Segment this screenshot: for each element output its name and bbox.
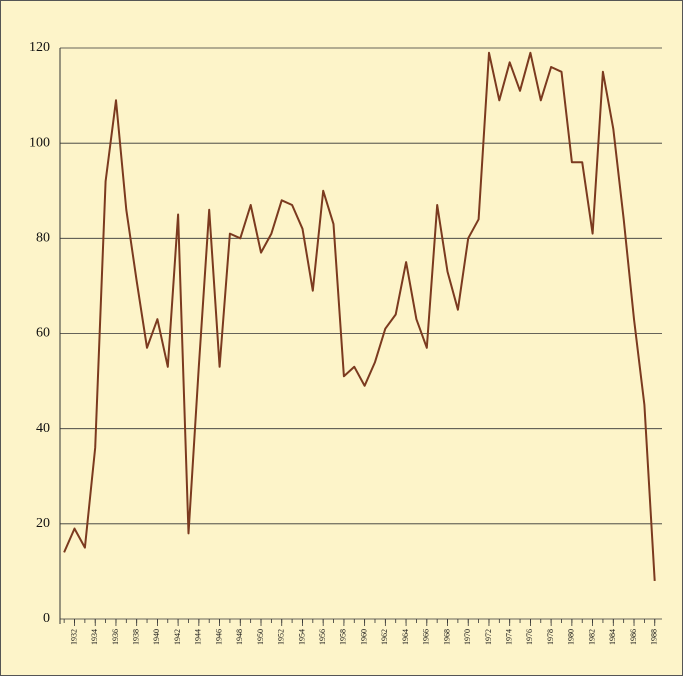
x-tick-label: 1986 bbox=[629, 629, 638, 645]
x-tick-label: 1988 bbox=[650, 629, 659, 645]
y-tick-label: 20 bbox=[36, 516, 50, 531]
x-tick-label: 1966 bbox=[422, 629, 431, 645]
x-tick-label: 1940 bbox=[152, 629, 161, 645]
x-tick-label: 1982 bbox=[587, 629, 596, 645]
x-tick-label: 1980 bbox=[567, 629, 576, 645]
x-tick-label: 1944 bbox=[194, 629, 203, 645]
y-tick-label: 0 bbox=[43, 611, 50, 626]
x-tick-label: 1976 bbox=[525, 629, 534, 645]
x-tick-label: 1962 bbox=[380, 629, 389, 645]
x-tick-label: 1938 bbox=[132, 629, 141, 645]
y-tick-label: 40 bbox=[36, 421, 50, 436]
x-tick-label: 1946 bbox=[214, 629, 223, 645]
x-tick-label: 1960 bbox=[359, 629, 368, 645]
x-tick-label: 1942 bbox=[173, 629, 182, 645]
x-tick-label: 1964 bbox=[401, 629, 410, 645]
x-tick-label: 1954 bbox=[297, 629, 306, 645]
x-tick-label: 1974 bbox=[505, 629, 514, 645]
x-tick-label: 1956 bbox=[318, 629, 327, 645]
x-tick-label: 1948 bbox=[235, 629, 244, 645]
x-tick-label: 1932 bbox=[69, 629, 78, 645]
y-tick-label: 100 bbox=[29, 135, 50, 150]
y-tick-label: 80 bbox=[36, 231, 50, 246]
data-line bbox=[63, 51, 656, 581]
x-tick-label: 1978 bbox=[546, 629, 555, 645]
y-tick-label: 120 bbox=[29, 40, 50, 55]
y-tick-label: 60 bbox=[36, 326, 50, 341]
x-tick-label: 1968 bbox=[442, 629, 451, 645]
x-tick-label: 1936 bbox=[111, 629, 120, 645]
x-tick-label: 1950 bbox=[256, 629, 265, 645]
x-tick-label: 1972 bbox=[484, 629, 493, 645]
x-tick-label: 1958 bbox=[339, 629, 348, 645]
x-tick-label: 1952 bbox=[277, 629, 286, 645]
x-tick-label: 1934 bbox=[90, 629, 99, 645]
x-tick-label: 1984 bbox=[608, 629, 617, 645]
x-tick-label: 1970 bbox=[463, 629, 472, 645]
